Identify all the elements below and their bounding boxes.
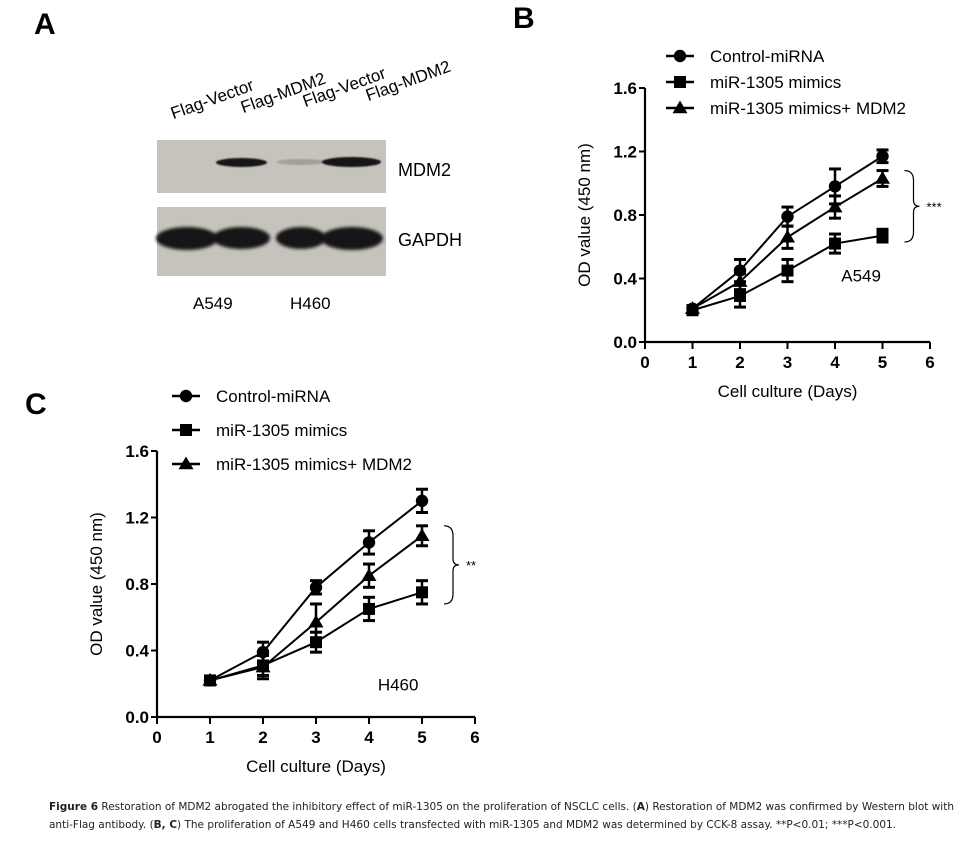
y-tick-label: 0.4 xyxy=(125,642,149,661)
y-tick-label: 0.0 xyxy=(125,708,149,727)
data-point xyxy=(829,237,841,250)
significance-bracket xyxy=(443,525,460,605)
blot-panel-mdm2 xyxy=(157,140,386,193)
legend-label: miR-1305 mimics+ MDM2 xyxy=(216,455,412,474)
x-tick-label: 6 xyxy=(925,353,934,372)
x-tick-label: 0 xyxy=(152,728,161,747)
series-circle xyxy=(203,487,429,687)
caption-text-segment: ) Restoration of MDM2 was confirmed by W… xyxy=(49,801,954,831)
x-tick-label: 1 xyxy=(688,353,697,372)
cell-line-annotation: A549 xyxy=(841,267,881,286)
legend-label: Control-miRNA xyxy=(710,47,825,66)
data-point xyxy=(828,180,842,193)
blot-band xyxy=(277,159,326,166)
blot-panel-gapdh xyxy=(155,207,386,276)
x-axis-label: Cell culture (Days) xyxy=(718,382,858,401)
data-point xyxy=(416,586,428,599)
blot-band xyxy=(215,157,268,167)
data-point xyxy=(361,568,377,581)
panel-c-letter: C xyxy=(25,388,47,421)
y-tick-label: 0.4 xyxy=(613,270,637,289)
legend-label: miR-1305 mimics xyxy=(216,421,347,440)
x-axis-label: Cell culture (Days) xyxy=(246,757,386,776)
data-point xyxy=(362,536,376,549)
x-tick-label: 3 xyxy=(783,353,792,372)
significance-bracket xyxy=(904,169,920,243)
legend-label: Control-miRNA xyxy=(216,387,331,406)
x-tick-label: 5 xyxy=(878,353,887,372)
legend-marker-square xyxy=(674,76,686,88)
caption-text: Restoration of MDM2 abrogated the inhibi… xyxy=(49,801,954,831)
x-tick-label: 1 xyxy=(205,728,214,747)
blot-band xyxy=(213,226,271,250)
blot-label-mdm2: MDM2 xyxy=(398,160,451,180)
blot-band xyxy=(276,227,327,249)
data-point xyxy=(875,170,890,184)
cell-line-annotation: H460 xyxy=(378,675,419,694)
significance-stars: *** xyxy=(927,199,942,214)
data-point xyxy=(781,210,794,223)
legend-label: miR-1305 mimics xyxy=(710,73,841,92)
x-tick-label: 2 xyxy=(258,728,267,747)
legend-marker-square xyxy=(180,424,192,436)
x-tick-label: 6 xyxy=(470,728,479,747)
legend-label: miR-1305 mimics+ MDM2 xyxy=(710,99,906,118)
x-tick-label: 4 xyxy=(830,353,840,372)
caption-text-segment: ) The proliferation of A549 and H460 cel… xyxy=(177,819,897,831)
data-point xyxy=(876,229,889,242)
blot-band xyxy=(322,157,381,168)
significance-stars: ** xyxy=(466,558,476,573)
data-point xyxy=(732,274,748,287)
data-point xyxy=(363,602,375,615)
caption-bold-text: A xyxy=(636,801,645,813)
cell-line-label: A549 xyxy=(193,294,233,313)
y-tick-label: 0.8 xyxy=(125,575,149,594)
panel-b-letter: B xyxy=(513,2,535,35)
legend-marker-triangle xyxy=(178,456,194,470)
y-axis-label: OD value (450 nm) xyxy=(575,143,594,287)
y-tick-label: 1.2 xyxy=(613,143,637,162)
x-tick-label: 3 xyxy=(311,728,320,747)
caption-text-segment: Restoration of MDM2 abrogated the inhibi… xyxy=(98,801,637,813)
x-tick-label: 2 xyxy=(735,353,744,372)
x-tick-label: 0 xyxy=(640,353,649,372)
figure-caption: Figure 6 Restoration of MDM2 abrogated t… xyxy=(49,798,964,834)
x-tick-label: 4 xyxy=(364,728,374,747)
y-tick-label: 1.6 xyxy=(125,442,149,461)
y-tick-label: 0.8 xyxy=(613,206,637,225)
y-axis-label: OD value (450 nm) xyxy=(87,512,106,656)
data-point xyxy=(415,494,429,508)
y-tick-label: 1.6 xyxy=(613,79,637,98)
data-point xyxy=(781,264,794,277)
y-tick-label: 0.0 xyxy=(613,333,637,352)
data-point xyxy=(308,614,324,628)
data-point xyxy=(827,199,843,213)
panel-a-letter: A xyxy=(34,8,56,41)
x-tick-label: 5 xyxy=(417,728,426,747)
data-point xyxy=(734,289,746,302)
data-point xyxy=(780,229,795,243)
cell-line-label: H460 xyxy=(290,294,331,313)
legend-marker-triangle xyxy=(672,100,688,114)
series-triangle xyxy=(685,169,890,314)
blot-band xyxy=(155,226,218,250)
blot-label-gapdh: GAPDH xyxy=(398,230,463,250)
data-point xyxy=(255,659,271,673)
data-point xyxy=(876,150,889,163)
data-point xyxy=(309,581,323,594)
y-tick-label: 1.2 xyxy=(125,509,149,528)
data-point xyxy=(202,672,218,686)
series-triangle xyxy=(202,524,430,686)
legend-marker-circle xyxy=(673,49,687,63)
data-point xyxy=(414,528,430,542)
blot-band xyxy=(320,226,383,250)
caption-bold-text: B, C xyxy=(153,819,178,831)
figure-label: Figure 6 xyxy=(49,801,99,813)
data-point xyxy=(685,301,700,314)
legend-marker-circle xyxy=(179,389,193,403)
